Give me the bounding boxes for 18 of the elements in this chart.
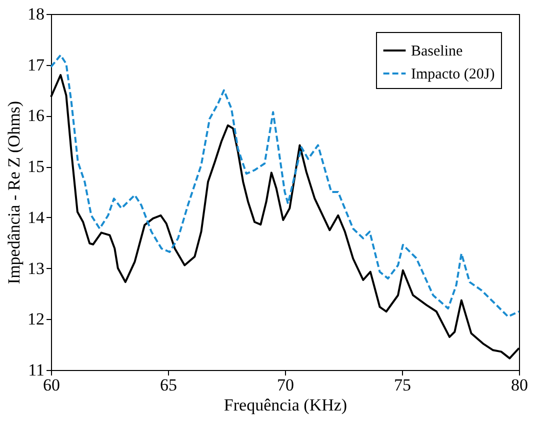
x-tick-label: 65 [160, 376, 177, 394]
y-tick-label: 15 [28, 157, 44, 176]
y-tick-label: 16 [28, 106, 44, 126]
y-tick-label: 14 [28, 208, 45, 227]
legend-label: Baseline [411, 44, 463, 60]
x-tick-label: 60 [43, 376, 60, 394]
y-tick-label: 18 [28, 4, 44, 24]
x-tick-label: 80 [511, 376, 528, 394]
y-tick-label: 13 [28, 258, 44, 278]
x-tick-label: 75 [394, 376, 411, 394]
y-tick-label: 12 [28, 310, 44, 329]
line-series [50, 54, 520, 318]
y-tick-label: 17 [28, 55, 45, 74]
x-axis-title: Frequência (KHz) [224, 396, 348, 414]
y-tick-label: 11 [28, 360, 44, 380]
legend-label: Impacto (20J) [411, 66, 495, 82]
x-tick-label: 70 [277, 376, 294, 394]
y-axis-title: Impedância - Re Z (Ohms) [4, 100, 24, 284]
